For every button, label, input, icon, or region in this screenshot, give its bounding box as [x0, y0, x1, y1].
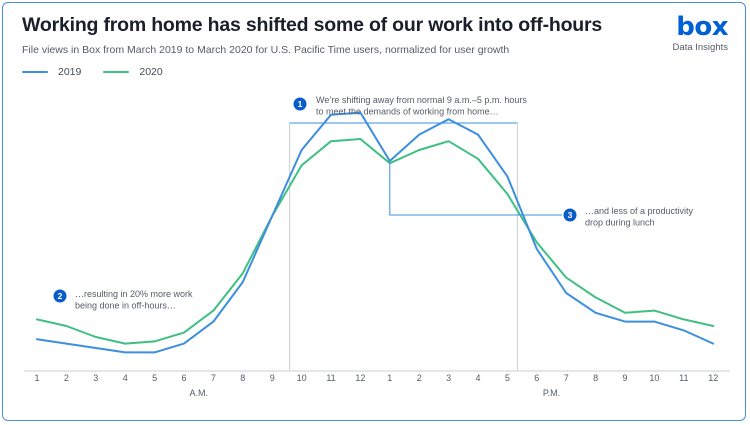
x-tick-label: 10	[649, 373, 659, 383]
legend-item-2019: 2019	[22, 66, 81, 78]
annotation-badge-1	[293, 97, 307, 111]
x-tick-label: 3	[93, 373, 98, 383]
annotation-number-3: 3	[568, 210, 573, 220]
period-label: P.M.	[543, 388, 560, 398]
legend-label-2019: 2019	[58, 66, 82, 78]
annotation-number-1: 1	[298, 99, 303, 109]
chart-title: Working from home has shifted some of ou…	[22, 14, 603, 36]
series-line-2019	[36, 111, 715, 354]
annotation-3-connector	[389, 163, 562, 216]
x-tick-label: 11	[326, 373, 335, 383]
x-tick-label: 2	[417, 373, 422, 383]
annotation-badge-3	[563, 208, 577, 222]
legend-item-2020: 2020	[103, 66, 163, 78]
x-tick-label: 1	[34, 373, 39, 383]
series-line-2020	[36, 138, 715, 345]
chart-subtitle: File views in Box from March 2019 to Mar…	[22, 44, 510, 56]
chart-legend: 2019 2020	[22, 66, 185, 78]
annotation-text-1: We’re shifting away from normal 9 a.m.–5…	[316, 95, 527, 105]
x-tick-label: 4	[123, 373, 128, 383]
x-tick-label: 12	[355, 373, 365, 383]
x-tick-label: 4	[475, 373, 480, 383]
box-logo: box	[676, 12, 728, 42]
x-tick-label: 9	[622, 373, 627, 383]
brand-tagline: Data Insights	[672, 42, 728, 53]
x-tick-label: 3	[446, 373, 451, 383]
annotation-number-2: 2	[58, 291, 63, 301]
period-label: A.M.	[189, 388, 208, 398]
x-tick-label: 6	[181, 373, 186, 383]
annotation-text-3: drop during lunch	[585, 218, 655, 228]
x-tick-label: 6	[534, 373, 539, 383]
x-tick-label: 2	[64, 373, 69, 383]
annotation-text-2: being done in off-hours…	[75, 301, 176, 311]
x-tick-label: 11	[679, 373, 688, 383]
annotation-text-1: to meet the demands of working from home…	[316, 107, 499, 117]
x-tick-label: 8	[593, 373, 598, 383]
x-tick-label: 9	[270, 373, 275, 383]
brand-block: box Data Insights	[608, 12, 729, 53]
annotation-text-2: …resulting in 20% more work	[75, 289, 193, 299]
x-tick-label: 10	[297, 373, 307, 383]
x-tick-label: 1	[387, 373, 392, 383]
legend-swatch-2020	[103, 70, 130, 74]
legend-swatch-2019	[22, 70, 48, 74]
annotation-text-3: …and less of a productivity	[585, 206, 694, 216]
legend-label-2020: 2020	[139, 66, 163, 78]
x-tick-label: 5	[505, 373, 510, 383]
x-tick-label: 8	[240, 373, 245, 383]
x-tick-label: 5	[152, 373, 157, 383]
x-tick-label: 7	[564, 373, 569, 383]
x-tick-label: 12	[708, 373, 718, 383]
x-tick-label: 7	[211, 373, 216, 383]
annotation-badge-2	[53, 289, 67, 303]
